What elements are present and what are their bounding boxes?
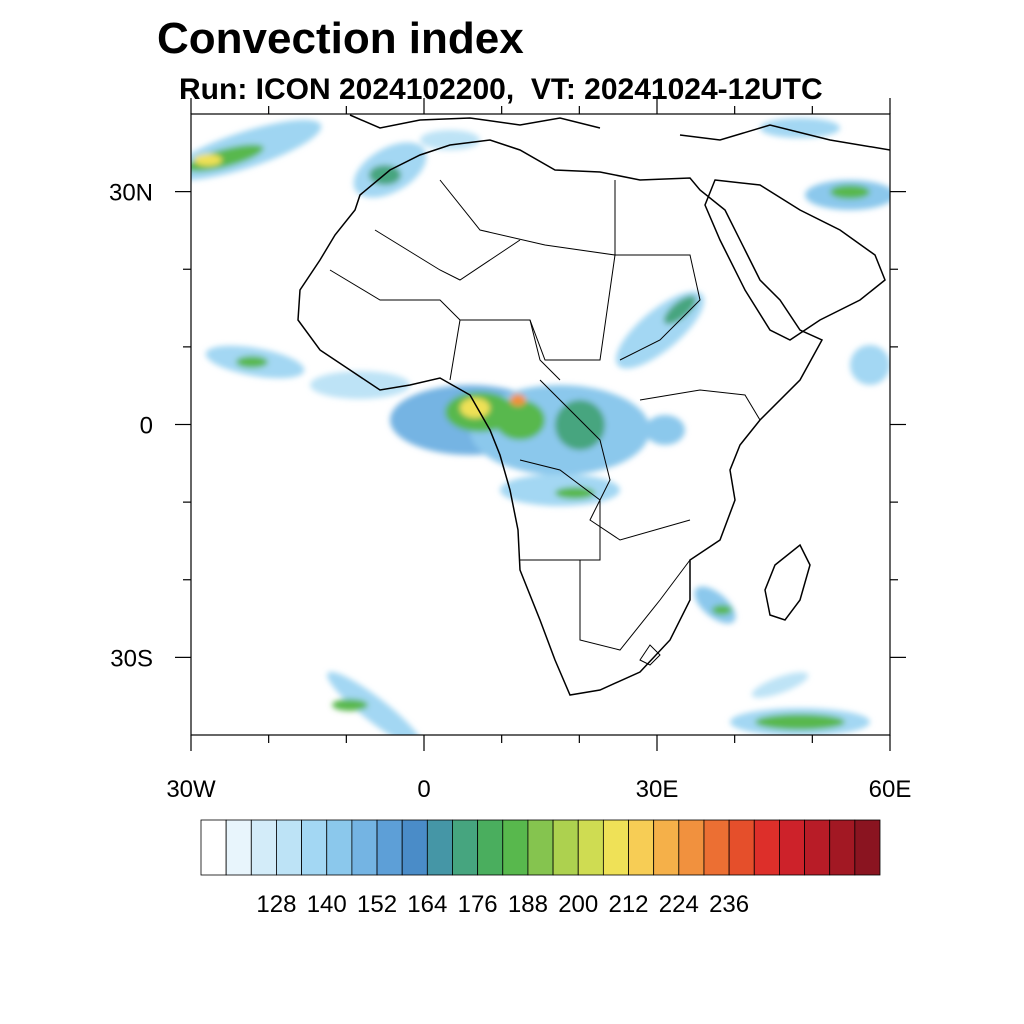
colorbar-tick-label: 224 [659, 891, 699, 918]
colorbar-swatch [829, 819, 856, 876]
colorbar-tick-label: 200 [558, 891, 598, 918]
colorbar-swatch [351, 819, 378, 876]
colorbar-swatch [602, 819, 629, 876]
colorbar-swatch [753, 819, 780, 876]
colorbar-swatch [577, 819, 604, 876]
colorbar-swatch [250, 819, 277, 876]
map-subtitle: Run: ICON 2024102200, VT: 20241024-12UTC [179, 73, 823, 106]
colorbar-swatch [225, 819, 252, 876]
colorbar-tick-label: 188 [508, 891, 548, 918]
coastlines [297, 114, 890, 696]
colorbar-swatch [276, 819, 302, 876]
colorbar-swatch [552, 819, 579, 876]
lon-tick-label: 0 [417, 776, 430, 803]
lon-tick-label: 30E [636, 776, 679, 803]
colorbar-tick-label: 128 [256, 891, 296, 918]
colorbar [200, 819, 881, 876]
colorbar-labels: 128 140 152 164 176 188 200 212 224 236 [256, 891, 749, 918]
colorbar-swatch [401, 819, 428, 876]
colorbar-swatch [728, 819, 755, 876]
colorbar-swatch [477, 819, 504, 876]
lon-tick-label: 30W [166, 776, 216, 803]
lat-tick-label: 0 [140, 413, 153, 440]
colorbar-swatch [426, 819, 453, 876]
colorbar-swatch [527, 819, 554, 876]
colorbar-tick-label: 152 [357, 891, 397, 918]
lat-tick-label: 30S [110, 645, 153, 672]
colorbar-swatch [653, 819, 680, 876]
colorbar-tick-label: 164 [407, 891, 447, 918]
lon-tick-label: 60E [869, 776, 912, 803]
colorbar-swatch [854, 819, 881, 876]
colorbar-swatch [502, 819, 529, 876]
colorbar-tick-label: 236 [709, 891, 749, 918]
country-borders [329, 179, 761, 666]
colorbar-swatch [452, 819, 479, 876]
colorbar-swatch [779, 819, 805, 876]
colorbar-swatch [804, 819, 831, 876]
colorbar-swatch [301, 819, 328, 876]
colorbar-swatch [628, 819, 655, 876]
colorbar-tick-label: 140 [307, 891, 347, 918]
colorbar-swatch [703, 819, 730, 876]
colorbar-swatch [200, 819, 227, 876]
colorbar-swatch [376, 819, 403, 876]
colorbar-swatch [678, 819, 705, 876]
colorbar-tick-label: 212 [608, 891, 648, 918]
map-title: Convection index [157, 14, 524, 63]
convection-field [191, 118, 890, 735]
colorbar-swatch [326, 819, 353, 876]
colorbar-tick-label: 176 [458, 891, 498, 918]
lat-tick-label: 30N [109, 180, 153, 207]
